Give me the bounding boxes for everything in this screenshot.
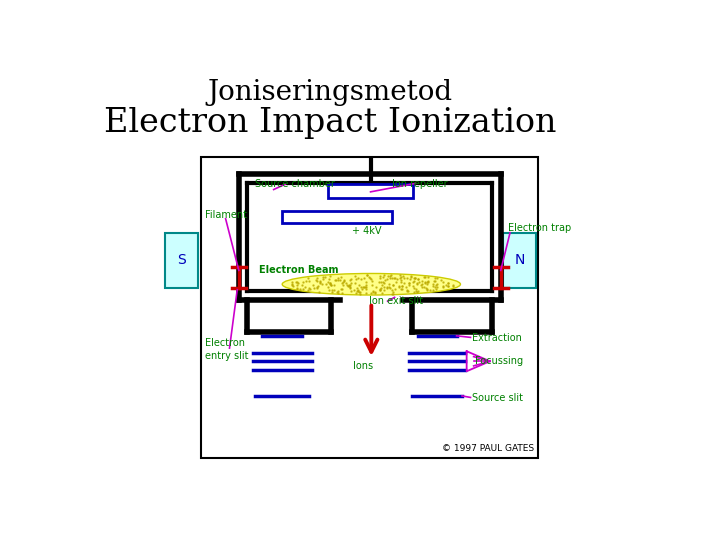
Text: Ion repeller: Ion repeller: [392, 179, 448, 189]
Text: Focussing: Focussing: [475, 356, 523, 366]
Bar: [165, 233, 198, 288]
Bar: [328, 184, 413, 198]
Text: Source slit: Source slit: [472, 393, 523, 403]
Text: Source chamber: Source chamber: [255, 179, 335, 189]
Bar: [201, 157, 538, 457]
Text: + 4kV: + 4kV: [352, 226, 382, 237]
Text: Filament: Filament: [204, 210, 247, 220]
Text: Electron Beam: Electron Beam: [259, 265, 338, 275]
Text: Ions: Ions: [354, 361, 374, 372]
Text: Extraction: Extraction: [472, 333, 522, 343]
Text: Ion exit slit: Ion exit slit: [369, 296, 423, 306]
Text: Joniseringsmetod: Joniseringsmetod: [207, 79, 453, 106]
Text: Electron
entry slit: Electron entry slit: [204, 338, 248, 361]
Bar: [282, 211, 392, 224]
Text: N: N: [514, 253, 525, 267]
Bar: [503, 233, 536, 288]
Ellipse shape: [282, 273, 461, 295]
Text: Electron trap: Electron trap: [508, 222, 571, 233]
Text: © 1997 PAUL GATES: © 1997 PAUL GATES: [442, 444, 534, 453]
Text: Electron Impact Ionization: Electron Impact Ionization: [104, 107, 557, 139]
Text: S: S: [177, 253, 186, 267]
